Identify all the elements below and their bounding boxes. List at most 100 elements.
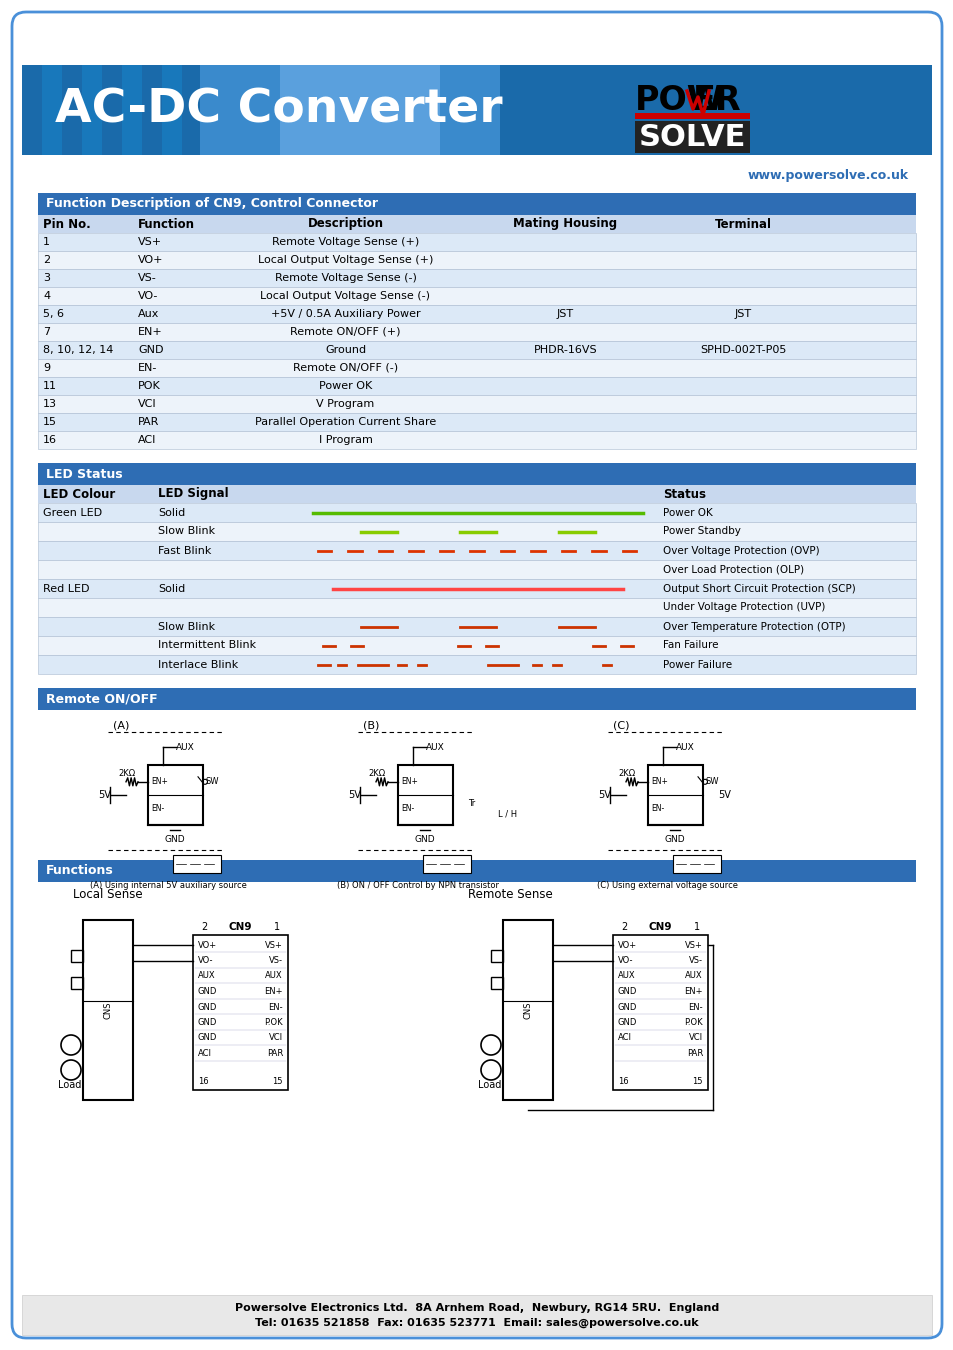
Bar: [242, 65, 262, 155]
Text: EN-: EN-: [151, 803, 164, 813]
Text: 1: 1: [274, 922, 280, 931]
Text: CN9: CN9: [648, 922, 672, 931]
Text: GND: GND: [198, 1003, 217, 1011]
Text: (B): (B): [363, 720, 379, 730]
Text: I Program: I Program: [318, 435, 372, 446]
Text: GND: GND: [618, 987, 637, 996]
Text: Slow Blink: Slow Blink: [158, 621, 214, 632]
Text: 2KΩ: 2KΩ: [618, 769, 635, 779]
Text: (B) ON / OFF Control by NPN transistor: (B) ON / OFF Control by NPN transistor: [336, 880, 498, 890]
Text: 16: 16: [43, 435, 57, 446]
Text: 9: 9: [43, 363, 51, 373]
Text: Remote ON/OFF (+): Remote ON/OFF (+): [290, 327, 400, 338]
Bar: [397, 765, 453, 825]
Text: 2: 2: [620, 922, 626, 931]
Text: 1: 1: [43, 238, 50, 247]
Bar: [142, 65, 162, 155]
Bar: [193, 936, 288, 1089]
Text: PAR: PAR: [686, 1049, 702, 1058]
Bar: [422, 855, 471, 873]
Bar: [38, 269, 915, 288]
Text: 16: 16: [618, 1077, 628, 1087]
Text: Pin No.: Pin No.: [43, 217, 91, 231]
Text: 5, 6: 5, 6: [43, 309, 64, 319]
Bar: [502, 919, 553, 1100]
Text: 5V: 5V: [98, 790, 111, 801]
Text: Status: Status: [662, 487, 705, 501]
Text: 2KΩ: 2KΩ: [368, 769, 385, 779]
Bar: [38, 193, 915, 215]
Text: Slow Blink: Slow Blink: [158, 526, 214, 536]
Text: VS-: VS-: [688, 956, 702, 965]
Text: AC-DC Converter: AC-DC Converter: [55, 88, 502, 132]
Bar: [38, 288, 915, 305]
Bar: [401, 65, 421, 155]
Text: Over Temperature Protection (OTP): Over Temperature Protection (OTP): [662, 621, 844, 632]
Bar: [38, 617, 915, 636]
Bar: [62, 65, 82, 155]
Bar: [38, 413, 915, 431]
Text: Description: Description: [307, 217, 383, 231]
Text: AUX: AUX: [684, 972, 702, 980]
Text: Powersolve Electronics Ltd.  8A Arnhem Road,  Newbury, RG14 5RU.  England: Powersolve Electronics Ltd. 8A Arnhem Ro…: [234, 1303, 719, 1314]
Bar: [162, 65, 182, 155]
Text: VO-: VO-: [198, 956, 213, 965]
Text: 13: 13: [43, 400, 57, 409]
Bar: [38, 359, 915, 377]
Text: 5V: 5V: [718, 790, 730, 801]
Text: +5V / 0.5A Auxiliary Power: +5V / 0.5A Auxiliary Power: [271, 309, 420, 319]
Text: 15: 15: [43, 417, 57, 427]
Text: EN-: EN-: [400, 803, 414, 813]
Text: www.powersolve.co.uk: www.powersolve.co.uk: [747, 169, 908, 181]
Text: AUX: AUX: [175, 743, 194, 752]
Text: Tr: Tr: [468, 799, 475, 809]
Text: (C): (C): [613, 720, 629, 730]
Text: 3: 3: [43, 273, 50, 284]
Text: VS-: VS-: [138, 273, 156, 284]
Bar: [491, 977, 502, 990]
Text: Fan Failure: Fan Failure: [662, 640, 718, 651]
Text: Remote ON/OFF: Remote ON/OFF: [46, 693, 157, 706]
Bar: [122, 65, 142, 155]
Bar: [22, 65, 931, 155]
Text: AUX: AUX: [426, 743, 444, 752]
Text: 5V: 5V: [598, 790, 610, 801]
Bar: [491, 950, 502, 963]
Text: GND: GND: [138, 346, 163, 355]
Bar: [38, 655, 915, 674]
Bar: [38, 463, 915, 485]
FancyBboxPatch shape: [12, 12, 941, 1338]
Text: AUX: AUX: [676, 743, 694, 752]
Text: Red LED: Red LED: [43, 583, 90, 594]
Bar: [22, 65, 42, 155]
Text: (A): (A): [112, 720, 130, 730]
Text: Local Output Voltage Sense (-): Local Output Voltage Sense (-): [260, 292, 430, 301]
Text: Remote ON/OFF (-): Remote ON/OFF (-): [293, 363, 397, 373]
Bar: [38, 504, 915, 522]
Text: 2: 2: [43, 255, 51, 265]
Text: Aux: Aux: [138, 309, 159, 319]
Bar: [148, 765, 203, 825]
Text: 15: 15: [273, 1077, 283, 1087]
Bar: [38, 579, 915, 598]
Text: 2KΩ: 2KΩ: [118, 769, 135, 779]
Bar: [381, 65, 401, 155]
Bar: [635, 113, 749, 119]
Text: POK: POK: [138, 381, 161, 392]
Text: VO+: VO+: [138, 255, 163, 265]
Text: GND: GND: [198, 1034, 217, 1042]
Text: ACI: ACI: [618, 1034, 631, 1042]
Text: GND: GND: [415, 834, 435, 844]
Text: Parallel Operation Current Share: Parallel Operation Current Share: [254, 417, 436, 427]
Text: AUX: AUX: [198, 972, 215, 980]
Text: P.OK: P.OK: [264, 1018, 283, 1027]
Bar: [82, 65, 102, 155]
Text: 5V: 5V: [348, 790, 360, 801]
Text: Mating Housing: Mating Housing: [513, 217, 617, 231]
Text: SW: SW: [206, 778, 219, 786]
Text: EN+: EN+: [151, 778, 168, 786]
Bar: [83, 919, 132, 1100]
Bar: [38, 377, 915, 396]
Text: Tel: 01635 521858  Fax: 01635 523771  Email: sales@powersolve.co.uk: Tel: 01635 521858 Fax: 01635 523771 Emai…: [254, 1318, 699, 1328]
Text: Terminal: Terminal: [714, 217, 771, 231]
